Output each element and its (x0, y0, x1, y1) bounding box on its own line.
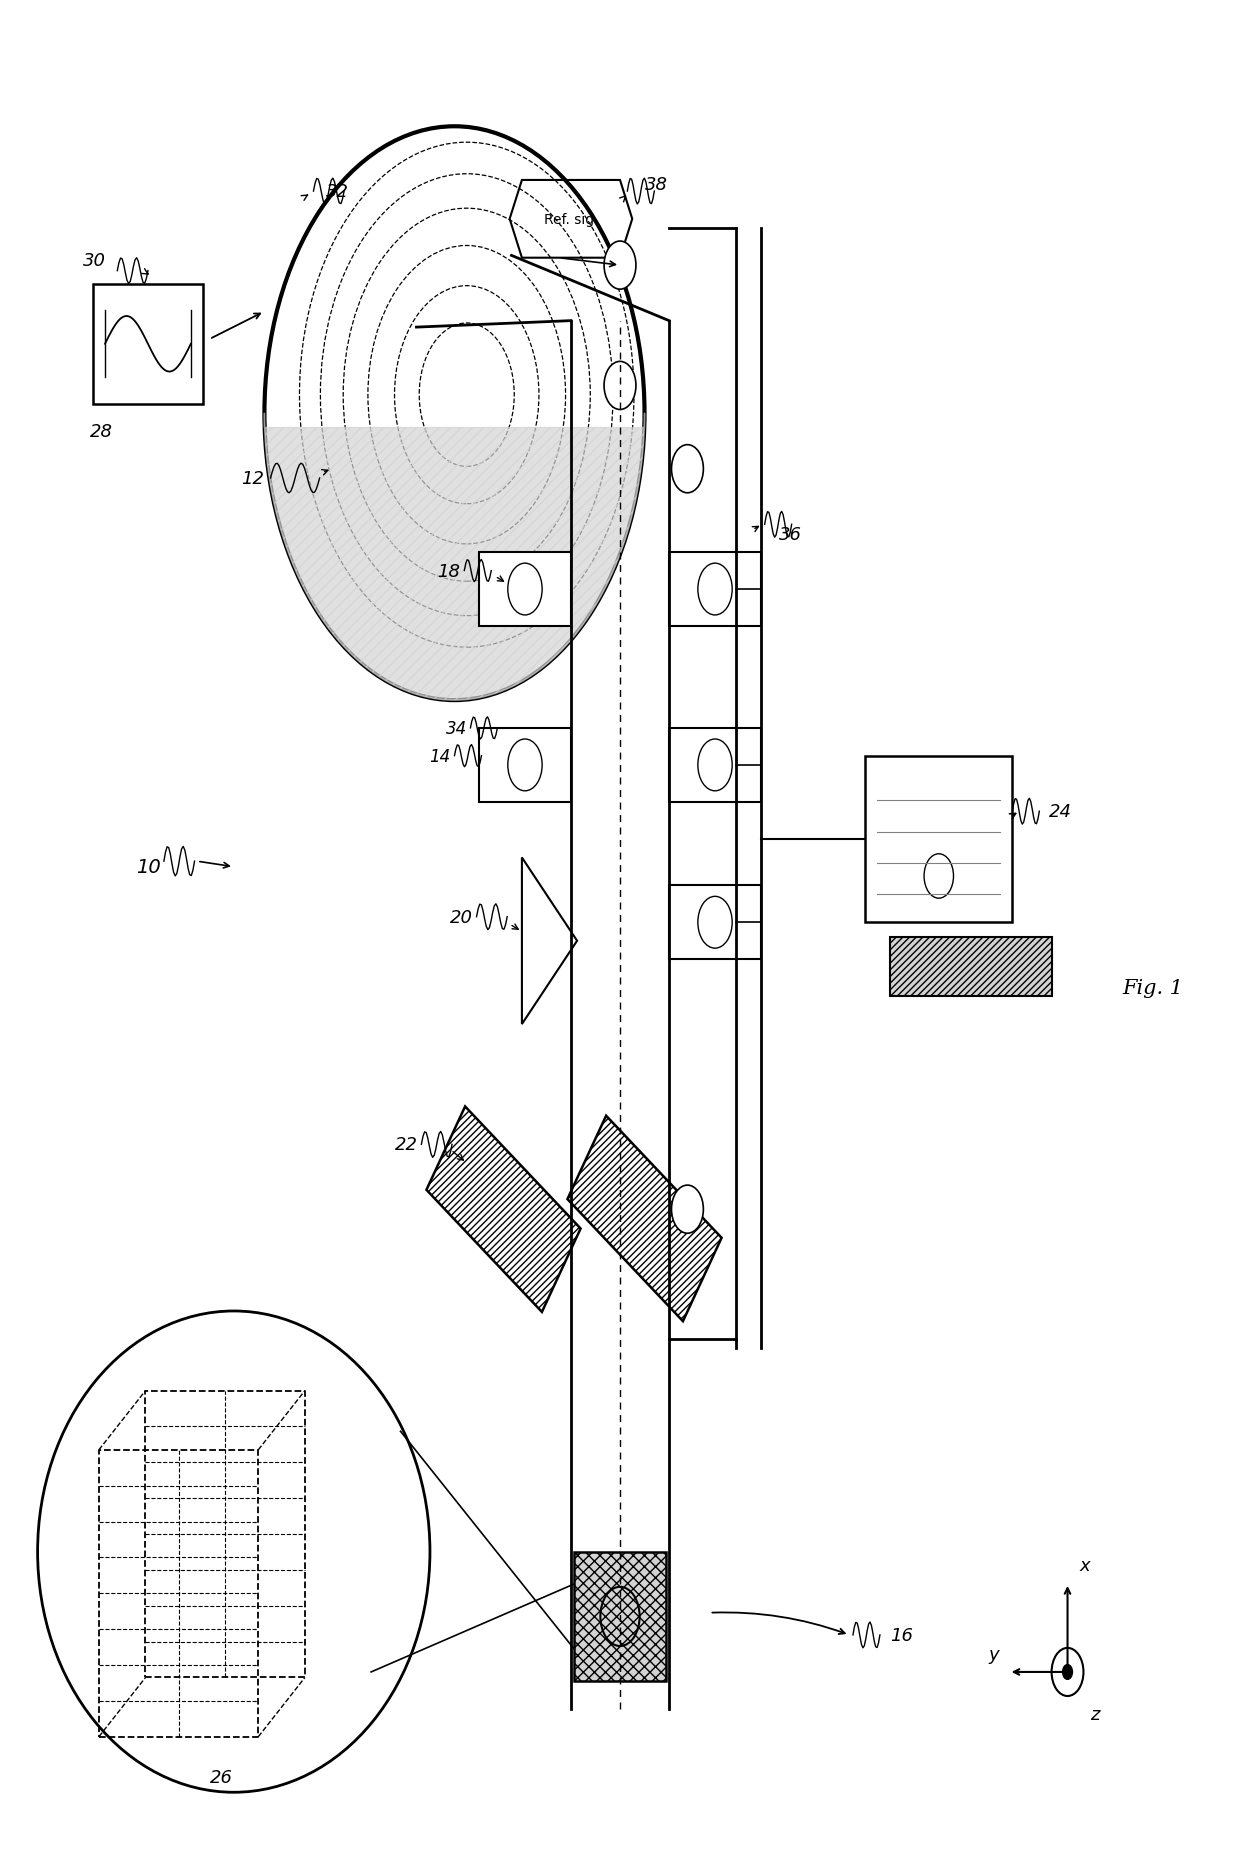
Bar (574, 1553, 666, 1681)
Circle shape (1063, 1665, 1073, 1679)
Bar (427, 1107, 580, 1312)
Circle shape (604, 362, 636, 410)
Text: z: z (1090, 1706, 1099, 1724)
Text: 22: 22 (394, 1135, 418, 1154)
Text: 28: 28 (91, 423, 113, 442)
Circle shape (672, 1186, 703, 1234)
Bar (479, 729, 570, 803)
Text: 20: 20 (450, 908, 472, 926)
Text: 36: 36 (780, 526, 802, 542)
Text: Ref. sig.: Ref. sig. (543, 212, 598, 227)
Text: y: y (988, 1644, 999, 1663)
Bar (670, 554, 761, 626)
Polygon shape (522, 857, 577, 1025)
Bar (890, 938, 1052, 997)
Circle shape (672, 898, 703, 947)
Text: 30: 30 (83, 252, 105, 270)
Bar (568, 1117, 722, 1322)
Text: 12: 12 (242, 470, 264, 488)
Text: 16: 16 (890, 1625, 913, 1644)
Text: 24: 24 (1049, 803, 1073, 820)
Bar (866, 757, 1012, 923)
Text: x: x (1079, 1556, 1090, 1573)
Text: 18: 18 (438, 563, 460, 580)
Circle shape (672, 742, 703, 790)
Bar (93, 285, 203, 404)
Text: 38: 38 (645, 175, 667, 194)
Bar (479, 554, 570, 626)
Text: Fig. 1: Fig. 1 (1122, 979, 1184, 997)
Bar (670, 729, 761, 803)
Text: 34: 34 (445, 720, 466, 738)
Text: 32: 32 (326, 183, 348, 201)
Circle shape (672, 445, 703, 494)
Bar (670, 885, 761, 960)
Circle shape (604, 242, 636, 291)
Text: 10: 10 (135, 857, 160, 876)
Text: 14: 14 (429, 747, 451, 766)
Text: 26: 26 (210, 1769, 233, 1786)
